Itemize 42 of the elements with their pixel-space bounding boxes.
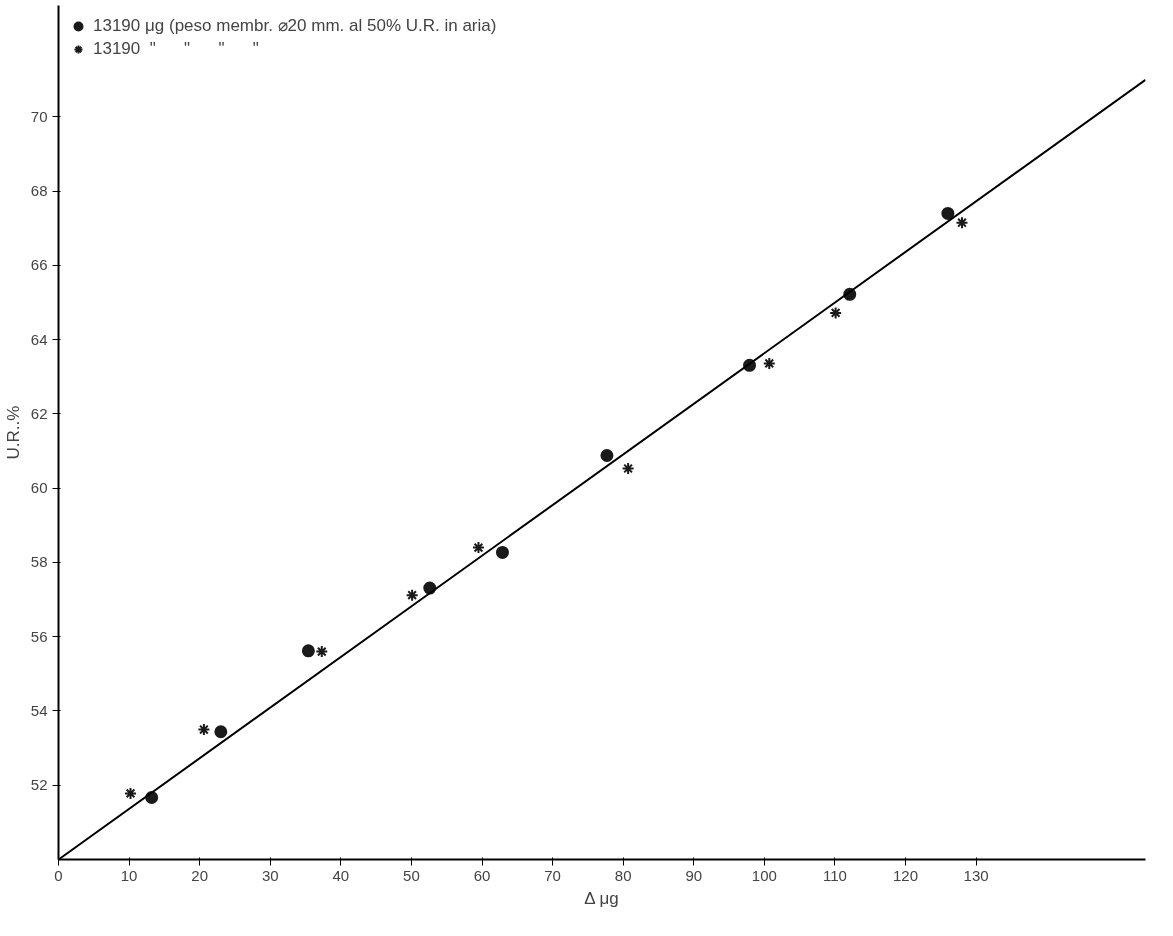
x-tick-label: 100 (751, 866, 777, 884)
legend-label: 13190 " " " " (93, 39, 259, 59)
y-tick-label: 68 (30, 182, 48, 200)
point (471, 541, 485, 555)
point (405, 588, 419, 602)
point (124, 786, 137, 800)
point (621, 462, 635, 476)
x-tick-label: 60 (473, 866, 491, 884)
x-tick-label: 20 (191, 866, 209, 884)
y-tick-label: 66 (30, 256, 48, 274)
legend-label: 13190 μg (peso membr. ⌀20 mm. al 50% U.R. in aria) (93, 15, 497, 36)
y-tick-label: 58 (30, 553, 48, 571)
x-tick-label: 80 (614, 866, 632, 884)
point (197, 723, 211, 737)
x-tick-label: 50 (403, 866, 420, 884)
x-tick-label: 30 (261, 866, 279, 884)
point (301, 644, 315, 658)
x-tick-label: 40 (332, 866, 350, 884)
x-tick-label: 110 (822, 866, 847, 884)
x-axis-title: Δ μg (584, 888, 619, 908)
y-tick-label: 62 (30, 404, 48, 422)
point (600, 449, 614, 463)
x-tick-label: 70 (544, 866, 561, 884)
point (495, 545, 509, 559)
point (762, 356, 776, 370)
y-tick-label: 60 (30, 479, 48, 497)
y-tick-label: 64 (30, 330, 48, 348)
point (214, 725, 228, 739)
point (955, 216, 969, 230)
x-tick-label: 130 (963, 866, 989, 884)
point (829, 306, 843, 320)
y-tick-label: 52 (30, 776, 48, 794)
x-tick-label: 0 (54, 866, 63, 884)
y-tick-label: 70 (30, 107, 48, 125)
y-tick-label: 54 (30, 701, 48, 719)
x-tick-label: 10 (120, 866, 138, 884)
point (941, 206, 955, 220)
x-tick-label: 90 (685, 866, 703, 884)
point (315, 645, 329, 659)
y-tick-label: 56 (30, 627, 48, 645)
y-axis-title: U.R..% (3, 405, 23, 460)
x-tick-label: 120 (893, 866, 919, 884)
